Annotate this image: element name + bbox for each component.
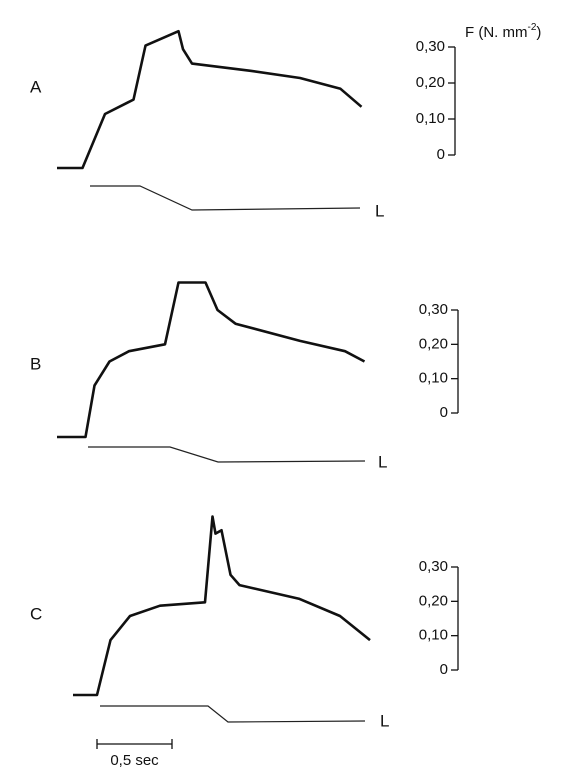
y-tick-label: 0,20 <box>416 74 445 91</box>
length-trace <box>88 446 366 463</box>
y-tick-label: 0,10 <box>419 370 448 387</box>
length-label: L <box>380 711 389 730</box>
y-tick-label: 0,10 <box>416 110 445 127</box>
panel-label: C <box>30 604 42 623</box>
force-trace <box>73 515 371 697</box>
y-tick-label: 0,30 <box>416 38 445 55</box>
force-trace <box>57 29 363 170</box>
length-trace <box>100 705 366 723</box>
length-trace <box>90 185 361 211</box>
y-label-text: F (N. mm <box>465 24 527 41</box>
panel-label: A <box>30 77 42 96</box>
y-tick-label: 0 <box>440 404 448 421</box>
y-tick-label: 0,30 <box>419 301 448 318</box>
y-tick-label: 0 <box>437 146 445 163</box>
y-label-suffix: ) <box>536 24 541 41</box>
panel-label: B <box>30 354 41 373</box>
y-tick-label: 0 <box>440 661 448 678</box>
force-trace <box>57 281 366 439</box>
y-tick-label: 0,20 <box>419 335 448 352</box>
length-label: L <box>378 452 387 471</box>
y-tick-label: 0,10 <box>419 627 448 644</box>
y-tick-label: 0,20 <box>419 592 448 609</box>
y-axis-label: F (N. mm-2) <box>465 22 541 41</box>
length-label: L <box>375 201 384 220</box>
y-tick-label: 0,30 <box>419 558 448 575</box>
scale-bar-label: 0,5 sec <box>110 752 159 769</box>
y-label-sup: -2 <box>527 22 536 33</box>
